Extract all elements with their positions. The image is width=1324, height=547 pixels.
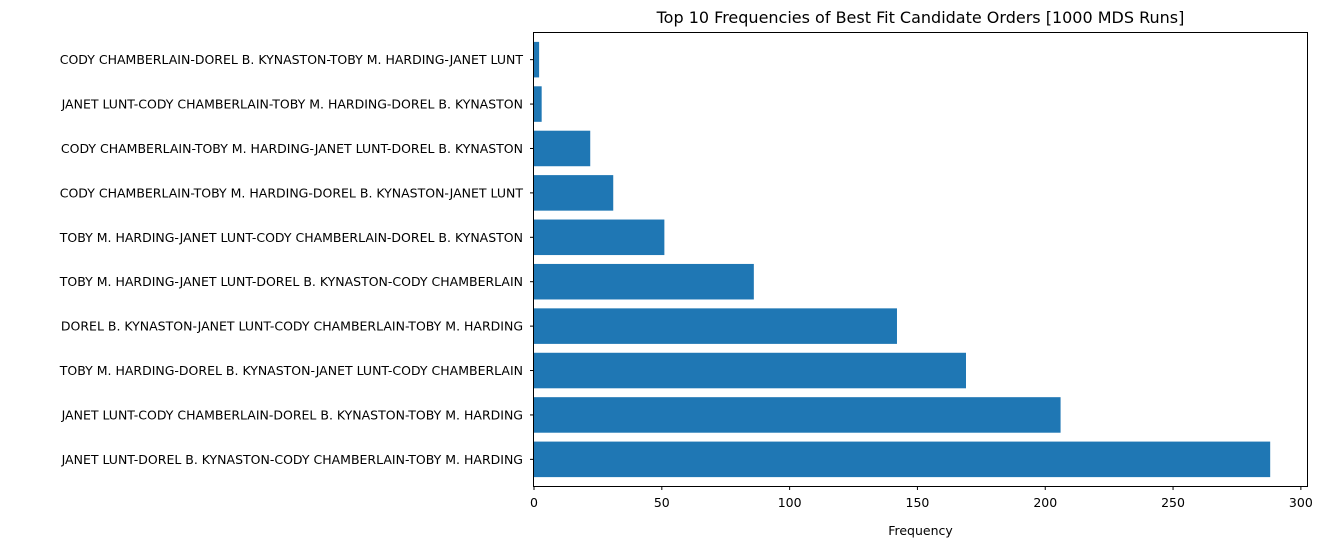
bar	[534, 86, 542, 122]
y-tick-label: TOBY M. HARDING-JANET LUNT-CODY CHAMBERL…	[59, 230, 523, 245]
bars-group	[534, 41, 1271, 478]
y-tick-label: TOBY M. HARDING-JANET LUNT-DOREL B. KYNA…	[59, 274, 523, 289]
bar	[534, 130, 591, 167]
y-tick-label: CODY CHAMBERLAIN-DOREL B. KYNASTON-TOBY …	[60, 52, 524, 67]
x-tick-label: 250	[1161, 495, 1185, 510]
x-axis: 0 50 100 150 200 250 300	[530, 486, 1313, 510]
y-tick-label: DOREL B. KYNASTON-JANET LUNT-CODY CHAMBE…	[61, 319, 523, 334]
bar	[534, 41, 540, 78]
x-tick-label: 0	[530, 495, 538, 510]
bar	[534, 219, 665, 256]
x-tick-label: 50	[654, 495, 670, 510]
x-tick-label: 200	[1033, 495, 1057, 510]
plot-frame	[533, 32, 1308, 487]
bar	[534, 308, 897, 344]
x-tick-label: 100	[778, 495, 802, 510]
bar	[534, 441, 1271, 478]
y-tick-label: CODY CHAMBERLAIN-TOBY M. HARDING-DOREL B…	[60, 185, 524, 200]
y-tick-label: JANET LUNT-DOREL B. KYNASTON-CODY CHAMBE…	[61, 452, 523, 467]
x-tick-label: 300	[1289, 495, 1313, 510]
bar	[534, 397, 1061, 433]
y-tick-label: JANET LUNT-CODY CHAMBERLAIN-DOREL B. KYN…	[61, 407, 523, 422]
chart-title: Top 10 Frequencies of Best Fit Candidate…	[656, 8, 1185, 27]
x-tick-label: 150	[906, 495, 930, 510]
bar	[534, 263, 754, 300]
x-axis-label: Frequency	[888, 523, 953, 538]
y-tick-label: JANET LUNT-CODY CHAMBERLAIN-TOBY M. HARD…	[61, 97, 523, 112]
y-axis: JANET LUNT-DOREL B. KYNASTON-CODY CHAMBE…	[59, 52, 534, 467]
bar	[534, 352, 967, 389]
bar	[534, 175, 614, 211]
y-tick-label: TOBY M. HARDING-DOREL B. KYNASTON-JANET …	[59, 363, 523, 378]
y-tick-label: CODY CHAMBERLAIN-TOBY M. HARDING-JANET L…	[61, 141, 523, 156]
